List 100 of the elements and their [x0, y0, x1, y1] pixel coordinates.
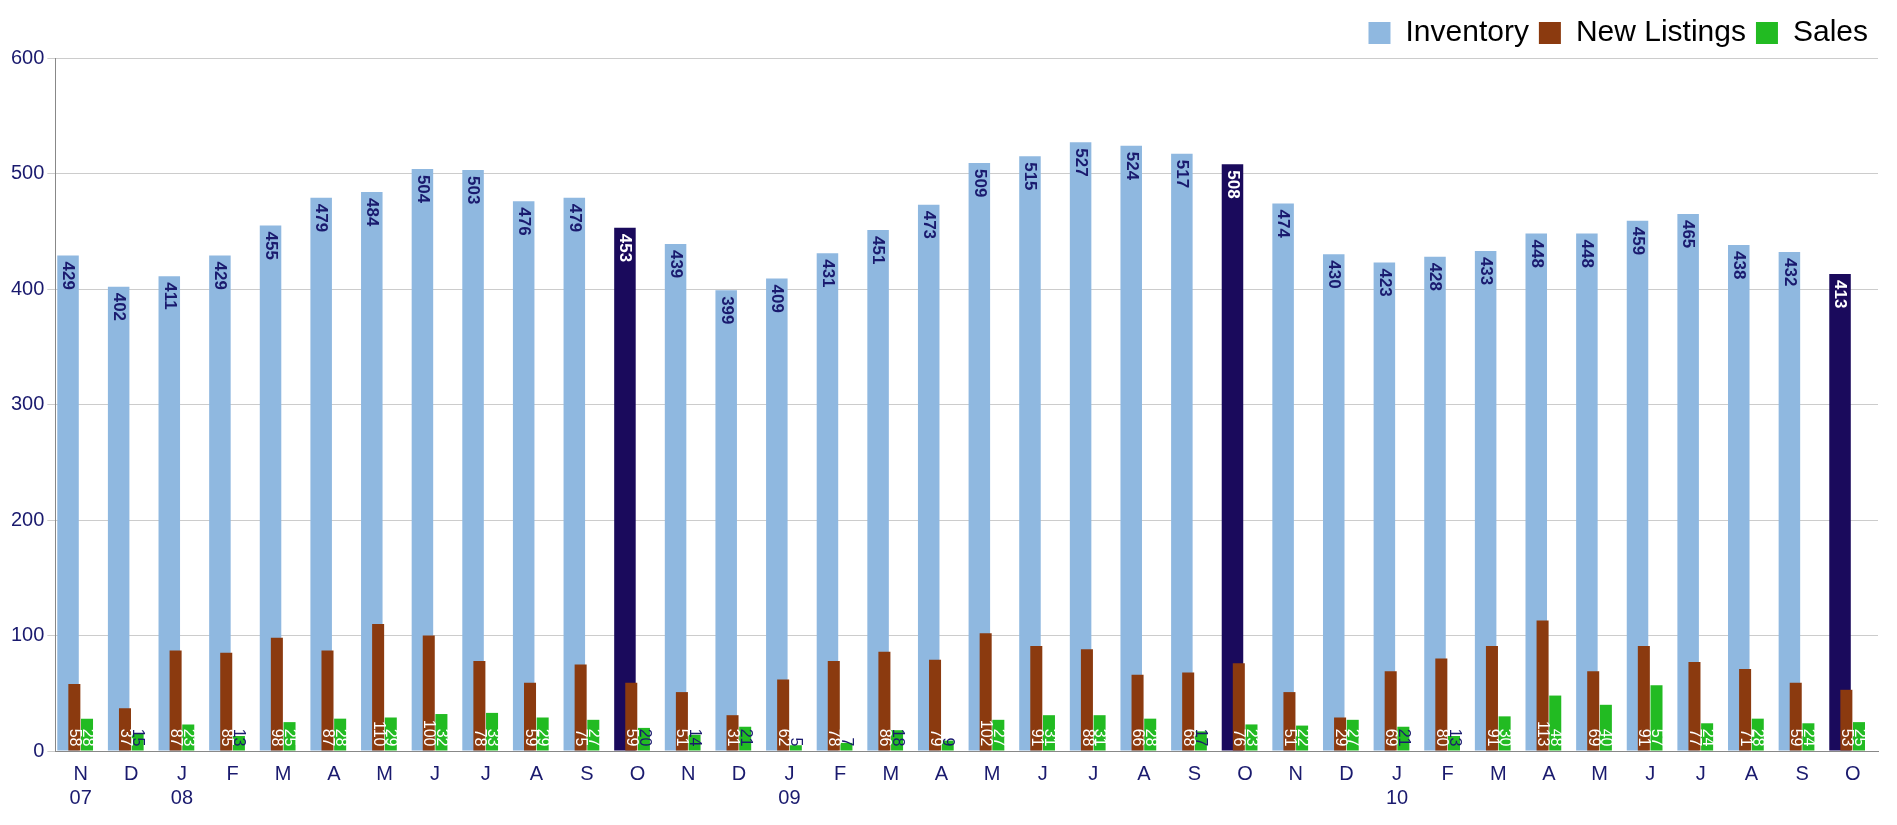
bar	[664, 243, 687, 751]
data-label: 474	[1274, 209, 1294, 239]
data-label: 473	[920, 210, 940, 240]
data-label: 476	[515, 207, 534, 236]
bar	[878, 651, 891, 751]
data-label: 465	[1679, 219, 1699, 249]
data-label: 517	[1173, 159, 1193, 189]
data-label: 429	[59, 261, 79, 290]
x-tick-label: F	[1441, 761, 1454, 784]
bar	[574, 664, 587, 751]
data-label: 68	[1180, 728, 1198, 747]
data-label: 430	[1325, 260, 1345, 289]
bar	[270, 637, 283, 751]
y-tick-label: 300	[10, 392, 45, 415]
bar	[169, 650, 182, 751]
data-label: 438	[1730, 251, 1750, 280]
data-label: 428	[1426, 262, 1446, 292]
data-label: 459	[1628, 226, 1648, 256]
data-label: 402	[109, 292, 129, 322]
x-tick-label: M	[376, 761, 393, 784]
x-tick-label: J 08	[170, 761, 194, 808]
data-label: 508	[1223, 170, 1243, 199]
x-tick-label: M	[274, 761, 292, 784]
x-tick-label: N	[1288, 761, 1303, 784]
x-tick-label: M	[1489, 761, 1507, 784]
bar	[1485, 645, 1498, 751]
data-label: 503	[464, 176, 484, 205]
legend-label: New Listings	[1575, 14, 1746, 48]
x-tick-label: D	[731, 761, 747, 784]
y-tick-label: 400	[10, 276, 45, 299]
data-label: 455	[261, 231, 281, 260]
x-tick-label: N 07	[69, 761, 92, 808]
bar	[766, 278, 788, 751]
data-label: 484	[363, 197, 383, 227]
x-tick-label: D	[124, 761, 139, 784]
y-tick-label: 200	[10, 507, 45, 530]
data-label: 399	[717, 296, 737, 325]
bar	[1739, 669, 1752, 751]
data-label: 85	[218, 728, 236, 747]
data-label: 448	[1578, 239, 1598, 268]
data-label: 58	[66, 728, 84, 747]
data-label: 431	[818, 259, 838, 288]
bar	[321, 650, 334, 751]
bar	[1688, 662, 1701, 751]
bar	[1080, 649, 1093, 751]
x-tick-label: J 09	[778, 761, 801, 808]
data-label: 411	[160, 282, 180, 310]
bar	[827, 660, 840, 751]
data-label: 433	[1476, 256, 1496, 286]
x-tick-label: O	[1844, 761, 1861, 784]
x-tick-label: J	[1037, 761, 1048, 784]
data-label: 448	[1527, 239, 1547, 268]
data-label: 423	[1375, 268, 1395, 297]
x-tick-label: A	[529, 761, 544, 784]
data-label: 479	[312, 203, 332, 233]
data-label: 409	[768, 284, 788, 313]
data-label: 439	[666, 249, 686, 279]
x-tick-label: M	[1591, 761, 1608, 784]
bar	[220, 652, 233, 751]
x-tick-label: J	[1695, 761, 1706, 784]
x-tick-label: A	[1744, 761, 1759, 784]
x-tick-label: M	[882, 761, 900, 784]
data-label: 78	[471, 728, 489, 747]
x-tick-label: S	[1187, 761, 1202, 784]
data-label: 524	[1122, 151, 1142, 181]
data-label: 91	[1028, 728, 1046, 747]
x-tick-label: O	[1237, 761, 1253, 784]
data-label: 69	[1585, 728, 1603, 747]
bar	[789, 745, 802, 751]
data-label: 504	[413, 174, 433, 204]
x-tick-label: A	[934, 761, 949, 784]
data-label: 432	[1780, 258, 1800, 287]
bar	[372, 623, 385, 751]
x-tick-label: A	[327, 761, 342, 784]
x-tick-label: J	[1645, 761, 1656, 784]
y-tick-label: 0	[33, 738, 45, 761]
data-label: 453	[616, 233, 636, 263]
data-label: 59	[623, 728, 641, 747]
data-label: 479	[565, 203, 585, 233]
y-tick-label: 500	[10, 161, 45, 184]
data-label: 515	[1021, 162, 1041, 191]
x-tick-label: D	[1339, 761, 1354, 784]
x-tick-label: S	[580, 761, 594, 784]
x-tick-label: J 10	[1385, 761, 1409, 808]
data-label: 413	[1831, 279, 1851, 309]
data-label: 527	[1071, 148, 1091, 177]
data-label: 429	[211, 261, 231, 290]
x-tick-label: S	[1795, 761, 1809, 784]
bar	[1536, 620, 1549, 751]
x-tick-label: M	[983, 761, 1001, 784]
data-label: 451	[869, 236, 889, 265]
x-tick-label: F	[226, 761, 239, 784]
x-tick-label: J	[480, 761, 491, 784]
bar	[473, 660, 486, 751]
bar	[1637, 645, 1650, 751]
legend-label: Inventory	[1405, 14, 1529, 48]
bar	[1030, 645, 1043, 751]
x-tick-label: J	[430, 761, 441, 784]
y-tick-label: 600	[10, 45, 45, 68]
bar	[1435, 658, 1448, 751]
